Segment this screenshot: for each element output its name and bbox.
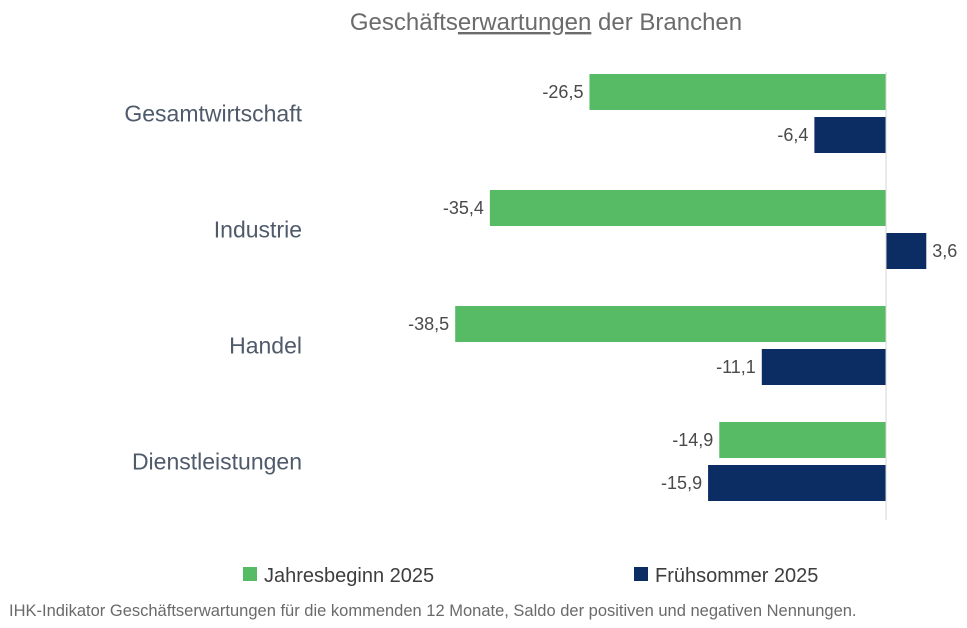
category-labels: Gesamtwirtschaft Industrie Handel Dienstlei… [124, 101, 302, 475]
bar-frühsommer-2025-industrie [886, 233, 927, 269]
legend-label-frühsommer-2025: Frühsommer 2025 [655, 565, 818, 587]
category-label-dienstleistungen: Dienstleistungen [132, 449, 302, 475]
value-label-frühsommer-2025-gesamtwirtschaft: -6,4 [777, 125, 808, 145]
chart-title-prefix: Geschäfts [350, 9, 458, 36]
category-label-gesamtwirtschaft: Gesamtwirtschaft [124, 101, 302, 127]
bar-frühsommer-2025-dienstleistungen [708, 465, 886, 501]
bar-frühsommer-2025-handel [761, 349, 886, 385]
bars-group [455, 74, 927, 501]
value-labels: -26,5 -6,4 -35,4 3,6 -38,5 -11,1 -14,9 -15,9 [408, 82, 957, 493]
legend: Jahresbeginn 2025 Frühsommer 2025 [243, 565, 818, 587]
chart-title-suffix: der Branchen [591, 9, 742, 36]
value-label-jahresbeginn-2025-gesamtwirtschaft: -26,5 [542, 82, 583, 102]
bar-jahresbeginn-2025-handel [455, 306, 886, 342]
legend-label-jahresbeginn-2025: Jahresbeginn 2025 [264, 565, 434, 587]
legend-swatch-jahresbeginn-2025 [243, 567, 257, 581]
value-label-jahresbeginn-2025-industrie: -35,4 [443, 198, 484, 218]
legend-swatch-frühsommer-2025 [634, 567, 648, 581]
footnote: IHK-Indikator Geschäftserwartungen für d… [9, 602, 857, 620]
category-label-handel: Handel [229, 333, 302, 359]
value-label-frühsommer-2025-handel: -11,1 [716, 357, 756, 377]
bar-jahresbeginn-2025-gesamtwirtschaft [589, 74, 886, 110]
value-label-frühsommer-2025-dienstleistungen: -15,9 [661, 473, 702, 493]
bar-jahresbeginn-2025-dienstleistungen [719, 422, 886, 458]
value-label-jahresbeginn-2025-dienstleistungen: -14,9 [672, 430, 713, 450]
bar-frühsommer-2025-gesamtwirtschaft [814, 117, 886, 153]
value-label-jahresbeginn-2025-handel: -38,5 [408, 314, 449, 334]
chart-title: Geschäftserwartungen der Branchen [350, 9, 742, 36]
bar-jahresbeginn-2025-industrie [489, 190, 886, 226]
category-label-industrie: Industrie [214, 217, 302, 243]
value-label-frühsommer-2025-industrie: 3,6 [932, 241, 957, 261]
chart-title-underlined: erwartungen [458, 9, 591, 36]
